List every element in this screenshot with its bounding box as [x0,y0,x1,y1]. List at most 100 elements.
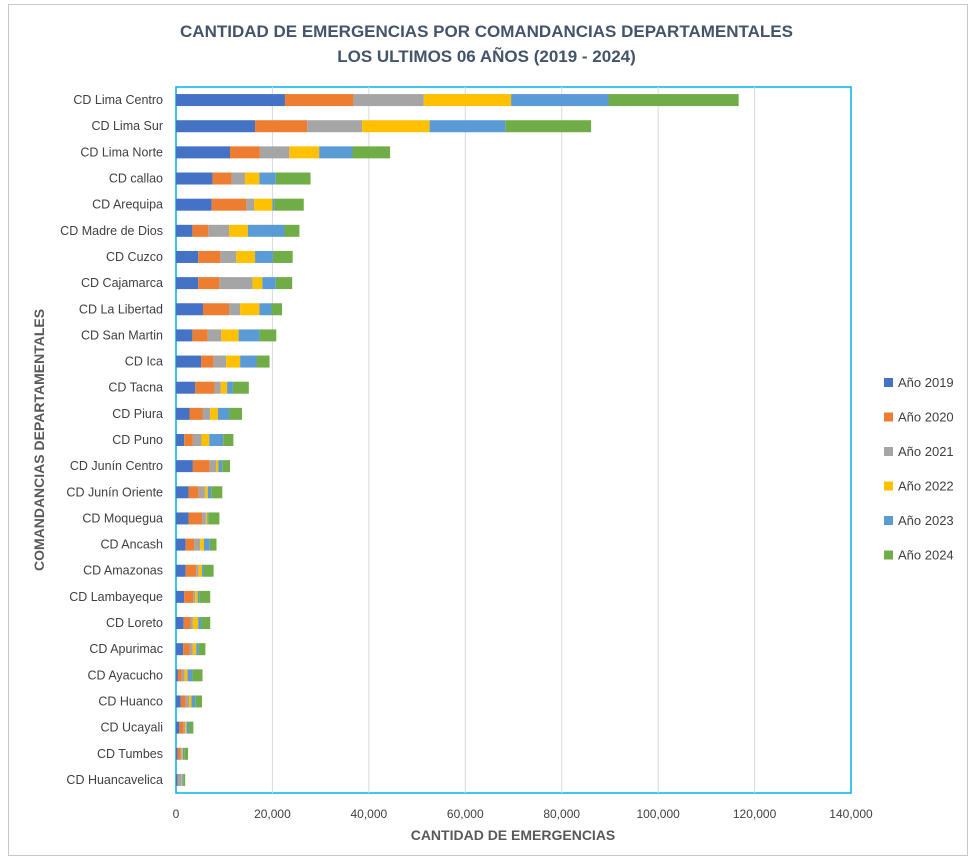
bar-segment [352,146,391,159]
bar-segment [222,460,230,473]
x-tick-label: 0 [173,807,180,821]
bar-segment [284,94,354,107]
bar-segment [194,538,201,551]
bar-segment [212,172,232,185]
bar-segment [176,486,189,499]
bar-segment [176,172,213,185]
legend-swatch [884,378,893,387]
bar-segment [176,381,196,394]
bar-segment [181,669,185,682]
bar-segment [255,250,273,263]
category-label: CD San Martin [81,328,163,342]
bar-segment [202,512,206,525]
bar-segment [198,277,220,290]
bar-segment [252,277,263,290]
bar-segment [284,224,300,237]
bar-segment [262,277,276,290]
category-label: CD Cajamarca [81,276,163,290]
bar-segment [183,773,186,786]
bar-segment [176,407,190,420]
y-axis-label: COMANDANCIAS DEPARTAMENTALES [31,309,47,571]
bar-segment [217,407,230,420]
bar-segment [209,434,224,446]
bar-segment [259,329,277,342]
bar-segment [185,721,187,734]
bar-segment [505,120,592,133]
category-label: CD callao [109,172,163,186]
bar-segment [209,460,217,473]
bar-segment [189,695,192,708]
bar-segment [219,277,253,290]
category-label: CD Huanco [98,694,163,708]
bar-segment [181,747,183,760]
category-label: CD Ucayali [100,721,163,735]
category-label: CD Cuzco [106,250,163,264]
bar-segment [182,773,184,786]
bar-segment [203,538,210,551]
bar-segment [353,94,424,107]
category-labels: CD Lima Centro CD Lima Sur CD Lima Norte CD… [60,93,163,787]
bar-segment [199,590,211,603]
bar-segment [229,303,241,316]
bar-segment [229,224,248,237]
category-label: CD Lima Norte [80,145,163,159]
x-tick-label: 60,000 [447,807,484,821]
bar-segment [362,120,430,133]
legend-label: Año 2020 [898,410,954,425]
bar-segment [226,355,241,368]
bar-segment [192,329,208,342]
bar-segment [177,773,182,786]
category-label: CD Junín Centro [70,459,163,473]
bar-segment [220,381,228,394]
bar-segment [180,747,182,760]
bar-segment [185,538,195,551]
bar-segment [227,381,233,394]
bar-segment [176,303,203,316]
bar-segment [187,669,193,682]
bar-segment [176,224,193,237]
bar-segment [192,643,197,656]
bar-segment [176,773,178,786]
x-tick-label: 80,000 [543,807,580,821]
legend-label: Año 2022 [898,479,954,494]
legend-swatch [884,481,893,491]
bar-segment [188,486,199,499]
category-label: CD Amazonas [83,564,163,578]
bar-segment [190,617,193,630]
bar-segment [176,120,256,133]
bar-segment [176,617,184,630]
bar-segment [176,695,181,708]
bar-segment [195,590,198,603]
bar-segment [176,721,180,734]
bar-segment [259,146,290,159]
gridlines [271,87,756,793]
bar-segment [307,120,363,133]
legend-label: Año 2023 [898,513,954,528]
bar-segment [176,198,212,211]
bar-segment [201,434,210,446]
bar-segment [203,303,230,316]
category-label: CD La Libertad [79,302,163,316]
bar-segment [184,747,189,760]
bar-segment [240,355,257,368]
bar-segment [201,617,211,630]
bar-segment [176,564,186,577]
category-label: CD Ayacucho [87,668,163,682]
legend-swatch [884,516,893,525]
bar-segment [213,355,227,368]
plot-area-border [175,86,852,794]
bar-segment [211,198,247,211]
bar-segment [210,407,218,420]
bar-segment [176,146,230,159]
x-tick-label: 40,000 [351,807,388,821]
bar-segment [185,695,190,708]
bar-segment [218,460,223,473]
x-tick-label: 140,000 [829,807,873,821]
bar-segment [193,590,196,603]
bar-segment [176,250,199,263]
bar-segment [429,120,506,133]
bar-segment [189,407,203,420]
bar-segment [184,434,193,446]
bar-segment [176,669,178,682]
bar-segment [176,355,202,368]
